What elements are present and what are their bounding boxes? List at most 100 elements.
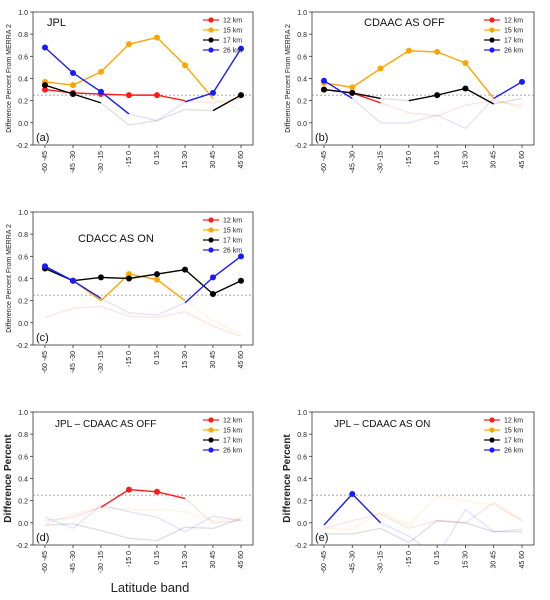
data-point-17km: [434, 92, 441, 99]
y-tick-label: 0.2: [297, 499, 307, 506]
x-tick-label: 0 15: [434, 151, 441, 165]
series-line-17km: [493, 97, 523, 105]
y-tick-label: 0.4: [18, 477, 28, 484]
y-tick-label: 0.8: [297, 432, 307, 439]
x-tick-label: 0 15: [154, 151, 161, 165]
legend-marker: [489, 447, 495, 453]
x-tick-label: 0 15: [154, 351, 161, 365]
series-line-17km: [352, 92, 381, 100]
x-tick-label: -15 0: [406, 151, 413, 167]
x-tick-label: -45 -30: [70, 351, 77, 373]
y-tick-label: -0.2: [16, 143, 28, 150]
series-line-26km: [100, 297, 130, 314]
series-line-17km: [184, 269, 214, 295]
series-line-26km: [493, 528, 523, 533]
series-line-15km: [44, 513, 74, 526]
series-line-26km: [44, 516, 74, 530]
y-tick-label: 1.0: [297, 410, 307, 417]
series-line-15km: [184, 511, 214, 522]
y-tick-label: 0.6: [297, 454, 307, 461]
series-line-12km: [128, 488, 158, 493]
series-line-26km: [493, 81, 523, 100]
series-line-26km: [408, 535, 423, 545]
series-line-15km: [156, 36, 186, 66]
data-point-26km: [238, 253, 244, 260]
x-tick-label: -60 -45: [42, 151, 49, 173]
y-tick-label: 0.8: [18, 432, 28, 439]
panel-title: CDACC AS ON: [78, 233, 154, 245]
series-line-17km: [184, 526, 214, 530]
series-group: [323, 491, 523, 545]
series-line-17km: [44, 84, 74, 95]
x-tick-label: -45 -30: [349, 151, 356, 173]
series-line-17km: [128, 537, 158, 542]
series-group: [44, 486, 242, 542]
series-line-12km: [352, 513, 381, 522]
series-line-12km: [408, 112, 438, 117]
series-line-15km: [380, 50, 410, 70]
y-axis-label: Difference Percent From MERRA 2: [6, 24, 13, 133]
series-line-15km: [465, 499, 494, 506]
x-tick-label: -30 -15: [98, 151, 105, 173]
y-tick-label: 0.0: [297, 121, 307, 128]
series-line-26km: [436, 114, 466, 130]
x-tick-label: 30 45: [210, 351, 217, 369]
series-line-15km: [464, 62, 495, 99]
x-tick-label: 45 60: [238, 151, 245, 169]
legend-entry: 17 km: [223, 38, 242, 45]
legend-entry: 12 km: [223, 18, 242, 25]
series-line-15km: [184, 64, 214, 99]
legend-entry: 15 km: [504, 28, 523, 35]
data-point-15km: [98, 68, 104, 75]
legend-entry: 17 km: [504, 438, 523, 445]
y-tick-label: 1.0: [18, 210, 28, 217]
series-line-12km: [212, 519, 242, 524]
y-tick-label: -0.2: [16, 543, 28, 550]
legend-marker: [489, 437, 495, 443]
panel-label: (b): [315, 132, 328, 144]
series-line-12km: [100, 305, 130, 317]
data-point-12km: [154, 488, 160, 495]
series-line-15km: [408, 50, 438, 53]
y-tick-label: 0.2: [18, 299, 28, 306]
series-line-17km: [156, 526, 186, 542]
series-line-26km: [464, 508, 495, 533]
y-tick-label: 0.2: [297, 99, 307, 106]
legend-marker: [208, 27, 214, 33]
series-line-17km: [72, 276, 102, 282]
series-line-26km: [44, 46, 74, 74]
x-tick-label: -30 -15: [98, 551, 105, 573]
series-line-17km: [323, 88, 353, 94]
series-line-17km: [156, 108, 186, 122]
data-point-15km: [182, 62, 188, 69]
y-axis-label: Difference Percent From MERRA 2: [6, 224, 13, 333]
legend-marker: [208, 37, 214, 43]
x-tick-label: -15 0: [126, 351, 133, 367]
y-tick-label: 0.2: [18, 499, 28, 506]
legend-entry: 12 km: [223, 218, 242, 225]
y-tick-label: 0.6: [18, 254, 28, 261]
panel-d: 1.0 0.8 0.6 0.4 0.2 0.0 -0.2 -60 -45 -45 -30 -30 …: [3, 410, 254, 573]
data-point-17km: [126, 275, 132, 282]
legend-entry: 26 km: [223, 448, 242, 455]
series-line-17km: [212, 517, 242, 530]
legend-marker: [489, 427, 495, 433]
series-line-15km: [128, 36, 158, 45]
plot-frame: [311, 11, 535, 146]
series-line-17km: [100, 276, 130, 280]
y-axis-label: Difference Percent: [3, 434, 14, 523]
legend-entry: 26 km: [223, 48, 242, 55]
x-tick-label: -60 -45: [321, 551, 328, 573]
series-line-12km: [156, 491, 186, 500]
series-line-26km: [212, 48, 242, 94]
data-point-15km: [377, 65, 384, 72]
data-point-26km: [98, 88, 104, 95]
series-line-15km: [44, 81, 74, 86]
data-point-17km: [42, 82, 48, 89]
series-line-17km: [44, 523, 74, 526]
series-line-12km: [212, 97, 242, 104]
data-point-15km: [434, 48, 441, 55]
series-line-15km: [323, 527, 353, 531]
data-point-17km: [154, 271, 160, 278]
data-point-12km: [154, 92, 160, 99]
